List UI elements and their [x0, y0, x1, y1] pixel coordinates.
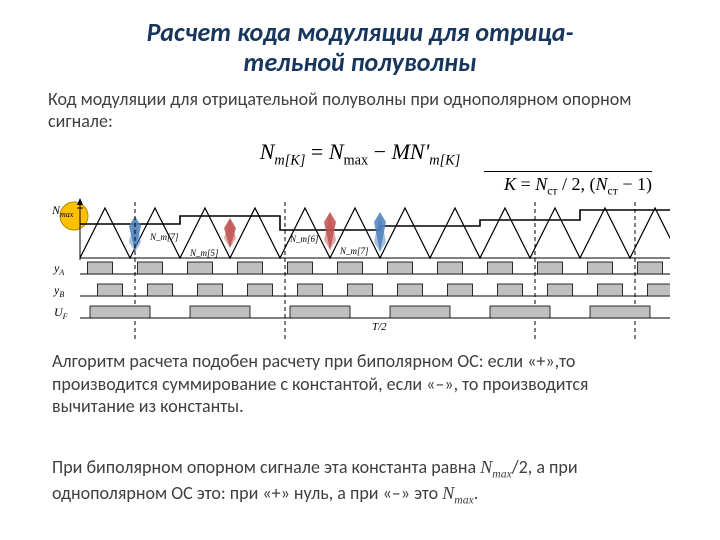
slide-title: Расчет кода модуляции для отрица- тельно…: [48, 18, 672, 78]
svg-text:T/2: T/2: [372, 321, 387, 333]
para3-a: При биполярном опорном сигнале эта конст…: [52, 456, 480, 478]
svg-text:N_m[6]: N_m[6]: [289, 234, 319, 244]
svg-text:UF: UF: [54, 305, 68, 321]
intro-paragraph: Код модуляции для отрицательной полуволн…: [48, 88, 672, 133]
waveform-chart: NmaxtN_m[7]N_m[5]N_m[6]N_m[7]tyAtyBtUFT/…: [50, 198, 670, 358]
formula-k: K = Nст / 2, (Nст − 1): [484, 171, 652, 198]
algorithm-paragraph: Алгоритм расчета подобен расчету при бип…: [52, 350, 672, 418]
formula-main: Nm[K] = Nmax − MN'm[K]: [48, 139, 672, 169]
nmax-1: Nmax: [480, 457, 512, 477]
constant-paragraph: При биполярном опорном сигнале эта конст…: [52, 456, 672, 508]
title-line-2: тельной полуволны: [244, 46, 477, 78]
svg-text:yB: yB: [53, 283, 64, 299]
title-line-1: Расчет кода модуляции для отрица-: [147, 16, 574, 48]
svg-text:yA: yA: [53, 261, 64, 277]
nmax-2: Nmax: [442, 483, 474, 503]
svg-text:N_m[7]: N_m[7]: [149, 232, 179, 242]
chart-svg: NmaxtN_m[7]N_m[5]N_m[6]N_m[7]tyAtyBtUFT/…: [50, 198, 670, 358]
svg-text:N_m[5]: N_m[5]: [189, 248, 219, 258]
svg-text:N_m[7]: N_m[7]: [339, 246, 369, 256]
